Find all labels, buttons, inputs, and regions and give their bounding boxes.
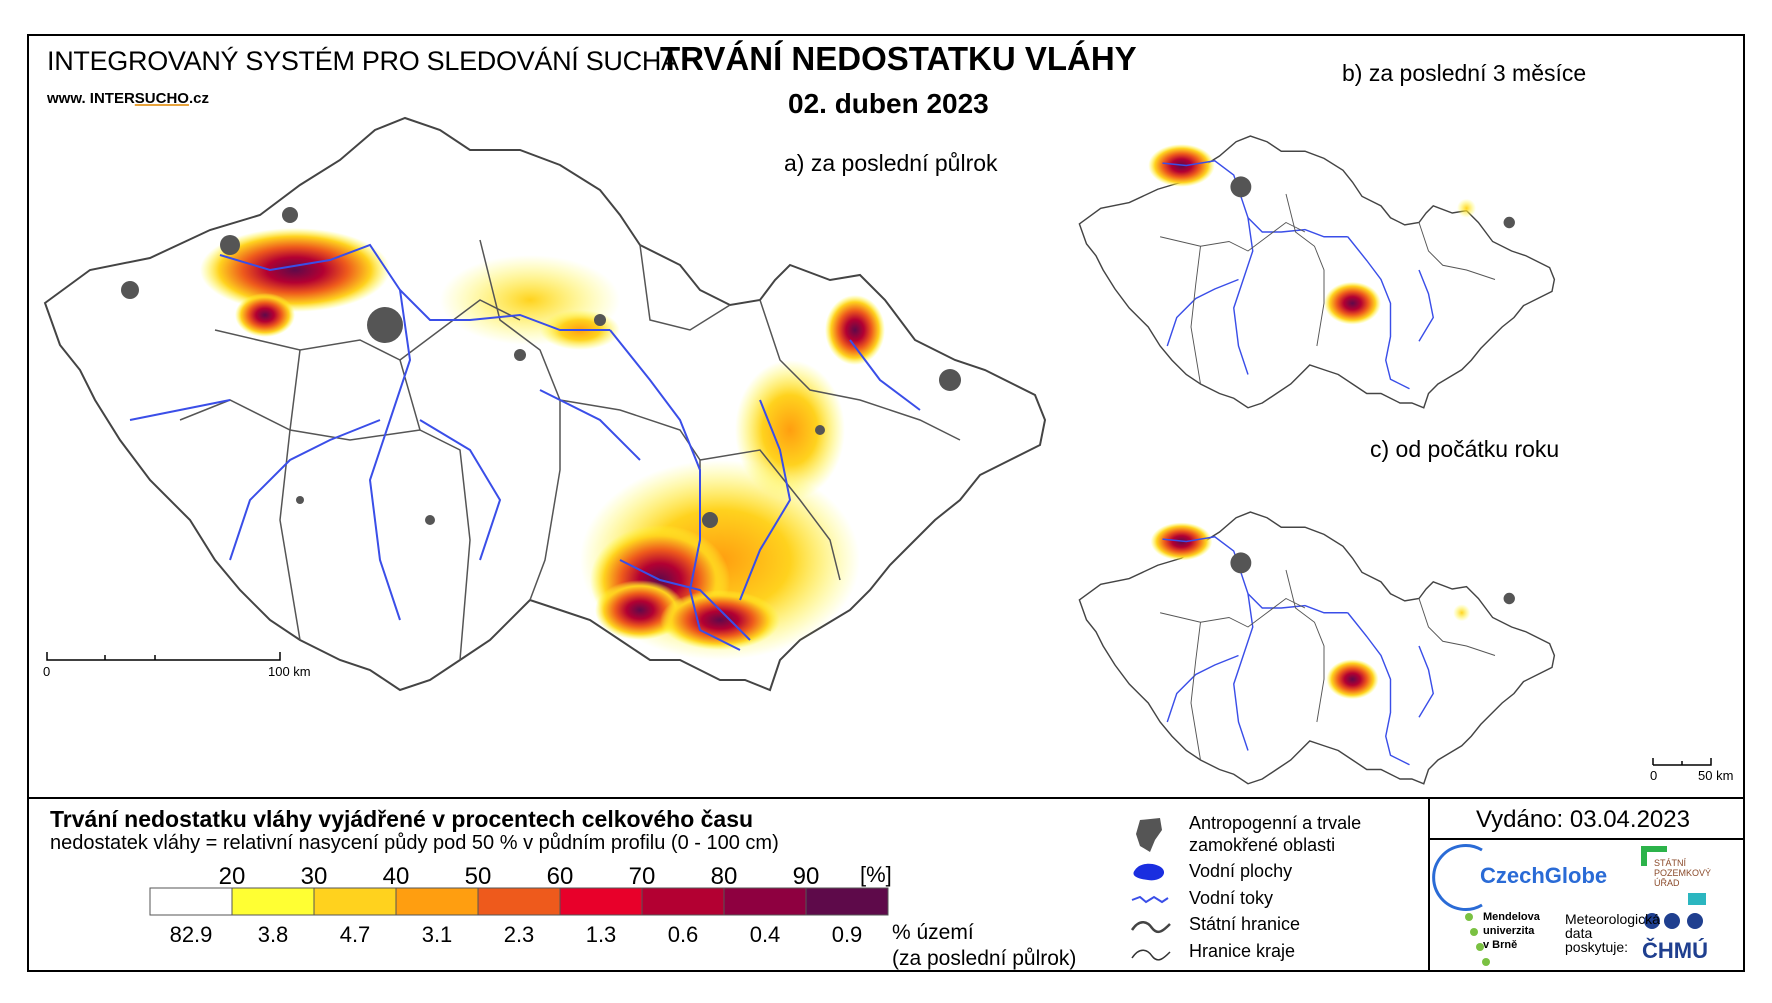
legend-anthropogenic: Antropogenní a trvale zamokřené oblasti (1189, 813, 1362, 855)
rivers-main (129, 243, 921, 651)
colorbar-segment (395, 887, 479, 916)
map-date: 02. duben 2023 (788, 88, 989, 119)
legend-tick-label: 50 (464, 863, 492, 890)
scale-main-zero: 0 (43, 664, 51, 679)
water-body-icon (1133, 863, 1165, 881)
legend-water-bodies: Vodní plochy (1189, 861, 1293, 881)
legend-percent-value: 3.1 (421, 922, 453, 947)
legend-percent-value: 0.6 (667, 922, 699, 947)
czechglobe-text: CzechGlobe (1480, 863, 1608, 888)
legend-tick-label: 60 (546, 863, 574, 890)
region-borders-main (179, 239, 961, 661)
legend-tick-label: 30 (300, 863, 328, 890)
spu-logo (1641, 846, 1706, 905)
czechglobe-logo (1432, 844, 1483, 911)
map-frame (27, 34, 1745, 972)
map-title: TRVÁNÍ NEDOSTATKU VLÁHY (660, 40, 1137, 77)
legend-divider (27, 797, 1745, 799)
issued-divider (1428, 797, 1430, 972)
spu-text: STÁTNÍ POZEMKOVÝ ÚŘAD (1654, 858, 1712, 888)
legend-tick-label: 70 (628, 863, 656, 890)
scale-bar-small (1652, 758, 1712, 766)
anthropogenic-icon (1136, 818, 1162, 852)
legend-tick-label: 90 (792, 863, 820, 890)
colorbar-segment (559, 887, 643, 916)
legend-water-courses: Vodní toky (1189, 888, 1274, 908)
colorbar-segment (805, 887, 889, 916)
mendelu-text: Mendelova univerzita v Brně (1483, 911, 1540, 951)
legend-percent-value: 2.3 (503, 922, 535, 947)
scale-bar-main (46, 652, 281, 661)
legend-percent-value: 1.3 (585, 922, 617, 947)
legend-tick-label: 20 (218, 863, 246, 890)
issued-date: Vydáno: 03.04.2023 (1476, 806, 1690, 833)
mendelu-logo (1465, 913, 1490, 966)
river-icon (1131, 895, 1169, 904)
meteo-text: Meteorologická data poskytuje: (1565, 911, 1660, 955)
system-name: INTEGROVANÝ SYSTÉM PRO SLEDOVÁNÍ SUCHA (47, 46, 679, 76)
region-border-icon (1131, 949, 1171, 961)
legend-title: Trvání nedostatku vláhy vyjádřené v proc… (50, 806, 754, 832)
legend-percent-value: 82.9 (169, 922, 213, 947)
scale-main-end: 100 km (268, 664, 311, 679)
map-a-label: a) za poslední půlrok (784, 150, 998, 176)
scale-small-end: 50 km (1698, 768, 1734, 783)
legend-unit: [%] (860, 862, 892, 887)
chmu-logo (1644, 913, 1703, 929)
legend-subtitle: nedostatek vláhy = relativní nasycení pů… (50, 832, 779, 854)
drought-north-bohemia (200, 228, 390, 312)
legend-percent-value: 0.4 (749, 922, 781, 947)
legend-percent-value: 0.9 (831, 922, 863, 947)
colorbar-segment (723, 887, 807, 916)
legend-percent-value: 3.8 (257, 922, 289, 947)
issued-underline (1430, 838, 1745, 840)
map-c-label: c) od počátku roku (1370, 436, 1560, 462)
legend-percent-value: 4.7 (339, 922, 371, 947)
website-url[interactable]: www. INTERSUCHO.cz (47, 90, 209, 107)
legend-state-border: Státní hranice (1189, 914, 1301, 934)
legend-tick-label: 80 (710, 863, 738, 890)
state-border-icon (1130, 921, 1171, 934)
legend-tick-label: 40 (382, 863, 410, 890)
legend-region-border: Hranice kraje (1189, 941, 1296, 961)
map-b-label: b) za poslední 3 měsíce (1342, 60, 1587, 86)
chmu-text: ČHMÚ (1642, 938, 1708, 963)
legend-percent-label: % území (za poslední půlrok) (892, 921, 1077, 970)
colorbar-segment (149, 887, 233, 916)
scale-small-zero: 0 (1650, 768, 1658, 783)
urban-areas-main (121, 207, 961, 528)
